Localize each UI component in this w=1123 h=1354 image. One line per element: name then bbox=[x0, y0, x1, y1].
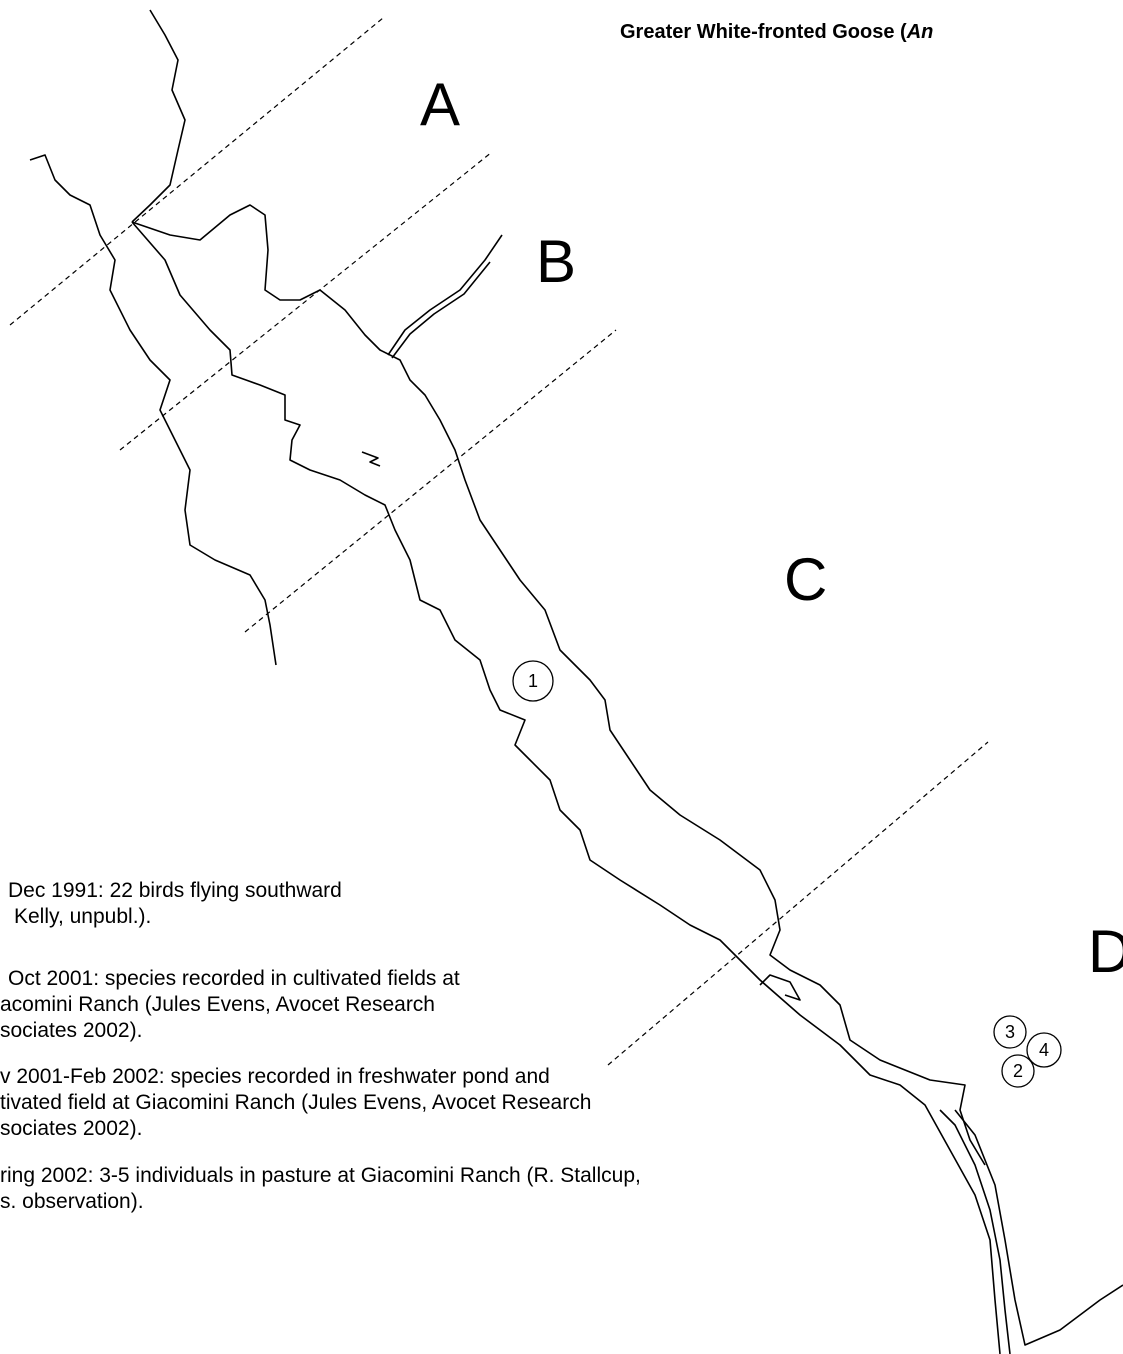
zone-label: C bbox=[784, 546, 827, 613]
title: Greater White-fronted Goose (An bbox=[620, 21, 933, 43]
boundary bbox=[119, 151, 493, 451]
marker-label: 4 bbox=[1039, 1040, 1049, 1060]
marker-circle bbox=[512, 660, 554, 702]
note-line: v 2001-Feb 2002: species recorded in fre… bbox=[0, 1065, 550, 1088]
marker: 1 bbox=[512, 660, 554, 702]
note-line: sociates 2002). bbox=[0, 1117, 142, 1140]
coastline bbox=[29, 9, 1123, 1354]
note-line: acomini Ranch (Jules Evens, Avocet Resea… bbox=[0, 993, 435, 1016]
marker-circle bbox=[1001, 1054, 1035, 1088]
islet bbox=[361, 451, 381, 467]
boundary bbox=[244, 329, 617, 633]
marker-circle bbox=[993, 1015, 1027, 1049]
marker-label: 3 bbox=[1005, 1022, 1015, 1042]
note-line: ring 2002: 3-5 individuals in pasture at… bbox=[0, 1164, 641, 1187]
marker: 2 bbox=[1001, 1054, 1035, 1088]
estuary-west bbox=[131, 221, 1001, 1354]
note-line: sociates 2002). bbox=[0, 1019, 142, 1042]
zone-label: B bbox=[536, 228, 576, 295]
inlet bbox=[759, 974, 801, 1001]
marker-label: 1 bbox=[528, 671, 538, 691]
west-shore bbox=[29, 154, 277, 666]
spit bbox=[939, 1109, 1123, 1354]
estuary-east bbox=[131, 204, 986, 1166]
note-line: Oct 2001: species recorded in cultivated… bbox=[8, 967, 460, 990]
notes: Dec 1991: 22 birds flying southward Kelly… bbox=[0, 879, 641, 1213]
marker: 4 bbox=[1026, 1032, 1062, 1068]
marker-label: 2 bbox=[1013, 1061, 1023, 1081]
note-line: s. observation). bbox=[0, 1190, 144, 1213]
east-creek bbox=[387, 234, 503, 359]
note-line: tivated field at Giacomini Ranch (Jules … bbox=[0, 1091, 591, 1114]
upper-creek bbox=[131, 9, 186, 223]
zone-label: D bbox=[1088, 918, 1123, 985]
zone-boundaries bbox=[9, 17, 989, 1066]
title-species: An bbox=[906, 21, 934, 43]
marker-circle bbox=[1026, 1032, 1062, 1068]
boundary bbox=[9, 17, 384, 326]
zone-label: A bbox=[420, 71, 460, 138]
marker: 3 bbox=[993, 1015, 1027, 1049]
title-text: Greater White-fronted Goose ( bbox=[620, 21, 907, 43]
boundary bbox=[607, 741, 989, 1066]
note-line: Kelly, unpubl.). bbox=[14, 905, 151, 928]
note-line: Dec 1991: 22 birds flying southward bbox=[8, 879, 342, 902]
